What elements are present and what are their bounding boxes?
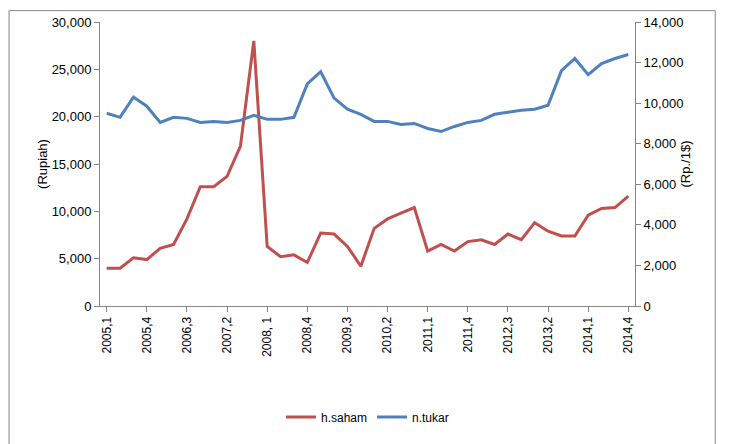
- svg-text:2012,3: 2012,3: [501, 316, 515, 353]
- svg-text:14,000: 14,000: [644, 15, 684, 30]
- svg-text:2014,1: 2014,1: [581, 316, 595, 353]
- svg-text:4,000: 4,000: [644, 217, 677, 232]
- svg-text:8,000: 8,000: [644, 136, 677, 151]
- svg-text:10,000: 10,000: [644, 96, 684, 111]
- svg-text:15,000: 15,000: [52, 157, 92, 172]
- svg-text:2005,1: 2005,1: [100, 316, 114, 353]
- svg-text:2011,1: 2011,1: [421, 316, 435, 352]
- svg-text:25,000: 25,000: [52, 62, 92, 77]
- svg-text:0: 0: [644, 299, 651, 314]
- svg-text:(Rp./1$): (Rp./1$): [678, 141, 693, 188]
- svg-text:2005,4: 2005,4: [140, 316, 154, 353]
- svg-text:12,000: 12,000: [644, 55, 684, 70]
- svg-text:(Rupiah): (Rupiah): [35, 139, 50, 189]
- svg-text:2010,2: 2010,2: [380, 316, 394, 353]
- svg-text:2006,3: 2006,3: [180, 316, 194, 353]
- svg-text:2013,2: 2013,2: [541, 316, 555, 353]
- svg-text:2014,4: 2014,4: [621, 316, 635, 353]
- svg-text:2008,4: 2008,4: [300, 316, 314, 353]
- svg-text:2008, 1: 2008, 1: [260, 316, 274, 356]
- svg-text:6,000: 6,000: [644, 177, 677, 192]
- svg-text:2011,4: 2011,4: [461, 316, 475, 352]
- svg-text:h.saham: h.saham: [321, 411, 367, 425]
- svg-text:30,000: 30,000: [52, 15, 92, 30]
- svg-text:20,000: 20,000: [52, 109, 92, 124]
- svg-text:2009,3: 2009,3: [340, 316, 354, 353]
- svg-text:0: 0: [84, 299, 91, 314]
- svg-text:5,000: 5,000: [59, 251, 92, 266]
- svg-text:2007,2: 2007,2: [220, 316, 234, 353]
- svg-text:2,000: 2,000: [644, 258, 677, 273]
- svg-text:n.tukar: n.tukar: [412, 411, 449, 425]
- svg-text:10,000: 10,000: [52, 204, 92, 219]
